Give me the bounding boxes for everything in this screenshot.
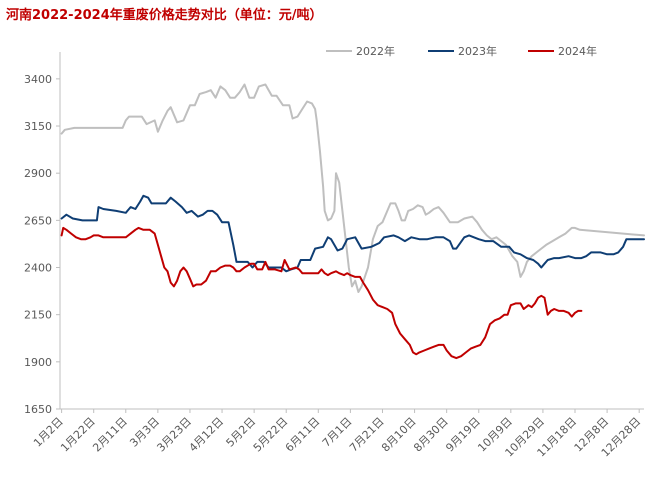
x-tick-label: 8月10日 [379, 415, 419, 455]
y-tick-label: 2650 [24, 214, 52, 227]
y-tick-label: 3400 [24, 73, 52, 86]
legend-label-2024年: 2024年 [558, 44, 597, 58]
series-line-2023年 [60, 194, 645, 273]
axes: 165019002150240026502900315034001月2日1月22… [24, 52, 644, 459]
series-line-2022年 [60, 83, 645, 293]
x-tick-label: 1月22日 [58, 415, 98, 455]
series-layer [60, 83, 645, 360]
series-line-2024年 [60, 226, 583, 360]
y-tick-label: 1650 [24, 403, 52, 416]
legend-label-2022年: 2022年 [356, 44, 395, 58]
x-tick-label: 5月22日 [251, 415, 291, 455]
x-tick-label: 3月23日 [154, 415, 194, 455]
chart-title: 河南2022-2024年重废价格走势对比（单位：元/吨） [6, 8, 323, 23]
legend-label-2023年: 2023年 [458, 44, 497, 58]
x-tick-label: 2月11日 [90, 415, 130, 455]
y-tick-label: 2900 [24, 167, 52, 180]
x-tick-label: 4月12日 [187, 415, 227, 455]
x-tick-label: 9月19日 [443, 415, 483, 455]
x-tick-label: 8月30日 [411, 415, 451, 455]
x-tick-label: 6月11日 [283, 415, 323, 455]
legend: 2022年 2023年 2024年 [326, 44, 597, 58]
y-tick-label: 2150 [24, 309, 52, 322]
y-tick-label: 3150 [24, 120, 52, 133]
x-tick-label: 7月21日 [347, 415, 387, 455]
y-tick-label: 1900 [24, 356, 52, 369]
y-tick-label: 2400 [24, 262, 52, 275]
